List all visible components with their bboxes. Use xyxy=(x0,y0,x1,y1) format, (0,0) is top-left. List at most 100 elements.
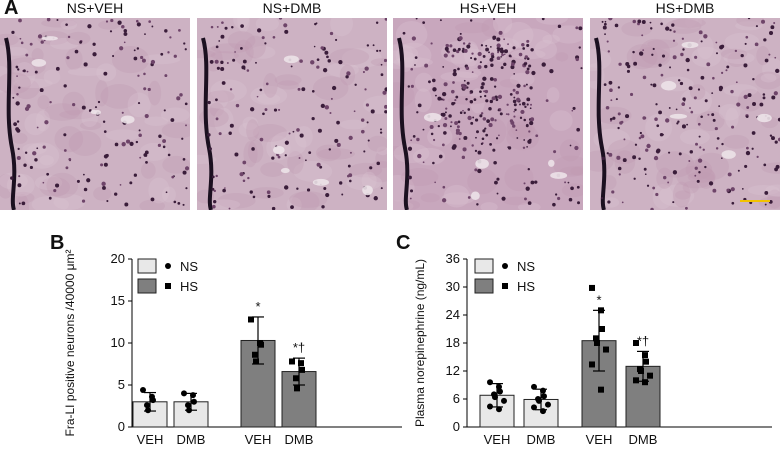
tissue-texture xyxy=(546,87,560,103)
data-point xyxy=(294,385,300,392)
cell-nucleus xyxy=(518,52,523,57)
cell-nucleus xyxy=(228,131,232,135)
y-tick-label: 20 xyxy=(111,251,125,266)
cell-nucleus xyxy=(119,183,122,186)
cell-nucleus xyxy=(184,102,188,106)
cell-nucleus xyxy=(615,98,618,101)
category-label: DMB xyxy=(285,432,314,447)
cell-nucleus xyxy=(15,65,19,69)
tissue-texture xyxy=(249,187,284,199)
cell-nucleus xyxy=(754,42,759,47)
cell-nucleus xyxy=(659,133,664,137)
cell-nucleus xyxy=(497,109,500,112)
cell-nucleus xyxy=(349,151,352,154)
cell-nucleus xyxy=(185,187,188,190)
cell-nucleus xyxy=(483,90,486,93)
cell-nucleus xyxy=(463,79,466,82)
cell-nucleus xyxy=(46,172,50,176)
cell-nucleus xyxy=(297,87,301,91)
cell-nucleus xyxy=(339,181,343,185)
cell-nucleus xyxy=(774,140,778,144)
significance-label: *† xyxy=(637,333,649,348)
cell-nucleus xyxy=(528,130,531,133)
cell-nucleus xyxy=(453,68,457,73)
cell-nucleus xyxy=(74,49,79,54)
cell-nucleus xyxy=(678,152,682,156)
cell-nucleus xyxy=(264,108,268,112)
cell-nucleus xyxy=(232,58,236,62)
tissue-texture xyxy=(207,90,235,103)
cell-nucleus xyxy=(463,135,468,140)
cell-nucleus xyxy=(283,23,288,28)
tissue-texture xyxy=(696,110,725,132)
cell-nucleus xyxy=(637,19,642,24)
vessel-lumen xyxy=(312,178,330,186)
cell-nucleus xyxy=(434,181,436,184)
cell-nucleus xyxy=(686,123,689,126)
vessel-lumen xyxy=(362,185,373,196)
cell-nucleus xyxy=(24,106,30,111)
tissue-texture xyxy=(330,18,354,37)
cell-nucleus xyxy=(329,111,332,115)
tissue-texture xyxy=(506,115,533,141)
legend-label: HS xyxy=(517,279,535,294)
cell-nucleus xyxy=(652,186,656,190)
cell-nucleus xyxy=(681,124,686,129)
cell-nucleus xyxy=(746,146,749,150)
cell-nucleus xyxy=(643,167,647,171)
tissue-texture xyxy=(723,134,750,149)
data-point xyxy=(248,316,254,323)
y-tick-label: 24 xyxy=(446,307,460,322)
cell-nucleus xyxy=(110,18,114,23)
cell-nucleus xyxy=(744,164,748,168)
cell-nucleus xyxy=(123,41,126,44)
cell-nucleus xyxy=(672,39,676,42)
cell-nucleus xyxy=(568,197,573,202)
cell-nucleus xyxy=(482,129,486,133)
micrograph-title-ns-dmb: NS+DMB xyxy=(262,0,322,16)
cell-nucleus xyxy=(616,155,621,160)
cell-nucleus xyxy=(67,35,71,39)
tissue-texture xyxy=(204,46,223,72)
cell-nucleus xyxy=(473,57,477,61)
cell-nucleus xyxy=(367,139,370,142)
cell-nucleus xyxy=(743,63,748,68)
cell-nucleus xyxy=(441,92,447,97)
cell-nucleus xyxy=(523,62,527,66)
cell-nucleus xyxy=(697,122,701,126)
tissue-texture xyxy=(22,143,47,155)
cell-nucleus xyxy=(271,156,275,160)
cell-nucleus xyxy=(612,116,616,120)
category-label: VEH xyxy=(245,432,272,447)
tissue-texture xyxy=(665,18,702,34)
cell-nucleus xyxy=(580,67,583,70)
cell-nucleus xyxy=(315,22,318,25)
cell-nucleus xyxy=(474,168,478,172)
cell-nucleus xyxy=(507,146,510,149)
cell-nucleus xyxy=(317,128,322,133)
cell-nucleus xyxy=(726,65,730,69)
micrograph-hs-dmb xyxy=(590,18,780,210)
tissue-texture xyxy=(249,45,276,59)
cell-nucleus xyxy=(103,162,108,167)
data-point xyxy=(531,404,537,411)
tissue-texture xyxy=(294,125,313,148)
cell-nucleus xyxy=(458,131,462,136)
tissue-texture xyxy=(395,20,428,49)
cell-nucleus xyxy=(171,175,175,179)
cell-nucleus xyxy=(384,104,387,109)
cell-nucleus xyxy=(325,192,330,198)
cell-nucleus xyxy=(215,174,218,178)
cell-nucleus xyxy=(164,74,168,78)
data-point xyxy=(492,394,498,401)
cell-nucleus xyxy=(727,172,732,177)
tissue-texture xyxy=(376,146,387,156)
cell-nucleus xyxy=(603,22,607,26)
cell-nucleus xyxy=(685,57,690,63)
cell-nucleus xyxy=(694,174,697,177)
cell-nucleus xyxy=(20,41,24,45)
cell-nucleus xyxy=(479,114,483,118)
cell-nucleus xyxy=(774,56,777,59)
tissue-texture xyxy=(257,93,281,105)
cell-nucleus xyxy=(101,181,106,186)
